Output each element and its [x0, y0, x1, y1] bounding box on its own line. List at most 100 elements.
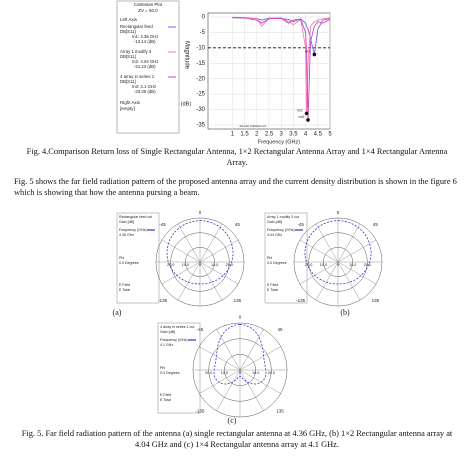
polar-spoke [199, 369, 241, 394]
angle-label: 135 [234, 298, 242, 303]
polar-spoke [239, 329, 264, 371]
panel-subtitle: ZV = 50.0 [138, 8, 158, 13]
angle-label: -135 [296, 298, 306, 303]
ring-label: 20.0 [205, 371, 212, 375]
sub-label: (b) [340, 308, 350, 317]
marker-label: m3 [298, 114, 304, 119]
polar-spoke [299, 261, 339, 285]
x-tick-label: 3 [280, 132, 284, 138]
y-tick-label: -25 [196, 92, 205, 98]
panel-e-field: E Field [160, 393, 171, 397]
panel-title: 4 array in series 1 cut [160, 325, 194, 329]
polar-spoke [337, 261, 377, 285]
ring-label: 20.0 [167, 263, 174, 267]
y-axis-label: Magnitude [183, 41, 189, 70]
ring-label: 20.0 [226, 263, 233, 267]
legend-marker-value: -31.23 (dB) [134, 64, 156, 69]
x-tick-label: 1.5 [240, 132, 249, 138]
y-tick-label: -15 [196, 61, 205, 67]
panel-phi: 0.0 Degrees [160, 371, 180, 375]
marker-label: m1 [305, 49, 311, 54]
panel-measure: Gain [dB] [119, 220, 134, 224]
angle-label: -45 [297, 222, 304, 227]
polar-spoke [315, 223, 339, 263]
legend-marker-value: -33.36 (dB) [134, 89, 156, 94]
polar-spoke [239, 346, 281, 371]
polar-spoke [199, 261, 223, 301]
sub-label: (a) [113, 308, 122, 317]
panel-measure: Gain [dB] [267, 220, 282, 224]
panel-title: Cartesian Plot [134, 2, 163, 7]
y-tick-label: -10 [196, 45, 205, 51]
polar-spoke [239, 369, 264, 411]
polar-spoke [315, 261, 339, 301]
legend-marker: m2: 4.04 GHz [132, 59, 159, 64]
panel-phi-label: Phi [119, 256, 124, 260]
panel-phi-label: Phi [160, 366, 165, 370]
angle-label: -135 [196, 409, 206, 414]
angle-label: -45 [159, 222, 166, 227]
polar-spoke [337, 223, 361, 263]
polar-panel [116, 212, 160, 304]
angle-label: 0 [199, 210, 202, 215]
polar-spoke [161, 239, 201, 263]
x-tick-label: 4.5 [314, 132, 323, 138]
polar-spoke [177, 223, 201, 263]
angle-label: 0 [337, 210, 340, 215]
panel-freq-label: Frequency (GHz) [267, 228, 295, 232]
angle-label: -135 [158, 298, 168, 303]
angle-label: 45 [235, 222, 241, 227]
panel-measure: Gain [dB] [160, 330, 175, 334]
left-axis: Left Axis [120, 17, 138, 22]
ring-label: 20.0 [305, 263, 312, 267]
panel-freq-label: Frequency (GHz) [160, 338, 188, 342]
x-axis-label: Frequency (GHz) [258, 139, 300, 145]
ring-label: 20.0 [268, 371, 275, 375]
ring-label: 10.0 [221, 371, 228, 375]
right-axis: Right Axis [120, 100, 141, 105]
polar-spoke [199, 223, 223, 263]
legend-marker-value: -12.14 (dB) [134, 39, 156, 44]
marker-point [312, 52, 317, 57]
polar-spoke [239, 369, 281, 394]
panel-e-total: E Total [160, 398, 171, 402]
x-tick-label: 1 [231, 132, 235, 138]
angle-label: 135 [372, 298, 380, 303]
panel-freq-label: Frequency (GHz) [119, 228, 147, 232]
polar-spoke [337, 239, 377, 263]
panel-e-field: E Field [119, 283, 130, 287]
x-tick-label: 2 [255, 132, 259, 138]
panel-e-total: E Total [119, 288, 130, 292]
figure-4-caption: Fig. 4.Comparison Return loss of Single … [26, 147, 448, 167]
legend-marker: m1: 4.36 GHz [132, 34, 159, 39]
panel-e-total: E Total [267, 288, 278, 292]
polar-spoke [216, 329, 241, 371]
polar-spoke [337, 261, 361, 301]
panel-phi-label: Phi [267, 256, 272, 260]
panel-title: Rectangular feed cut [119, 215, 152, 219]
figure-5-caption: Fig. 5. Far field radiation pattern of t… [21, 429, 453, 449]
y-tick-label: 0 [202, 15, 206, 21]
x-tick-label: 4 [304, 132, 308, 138]
ring-label: 20.0 [364, 263, 371, 267]
polar-spoke [161, 261, 201, 285]
polar-spoke [199, 261, 239, 285]
panel-freq: 4.04 GHz [267, 233, 282, 237]
angle-label: 45 [277, 327, 283, 332]
panel-freq: 4.1 GHz [160, 343, 173, 347]
angle-label: 45 [373, 222, 379, 227]
polar-spoke [199, 346, 241, 371]
x-tick-label: 5 [328, 132, 332, 138]
legend-measure: DB[S11] [120, 29, 136, 34]
radiation-pattern [213, 324, 267, 385]
ring-label: 0 [199, 263, 201, 267]
polar-panel [264, 212, 308, 304]
panel-freq: 4.36 GHz [119, 233, 134, 237]
paragraph: Fig. 5 shows the far field radiation pat… [14, 177, 457, 197]
y-tick-label: -30 [196, 107, 205, 113]
panel-phi: 0.0 Degrees [119, 261, 139, 265]
radiation-pattern [166, 220, 234, 285]
ring-label: 10.0 [252, 371, 259, 375]
